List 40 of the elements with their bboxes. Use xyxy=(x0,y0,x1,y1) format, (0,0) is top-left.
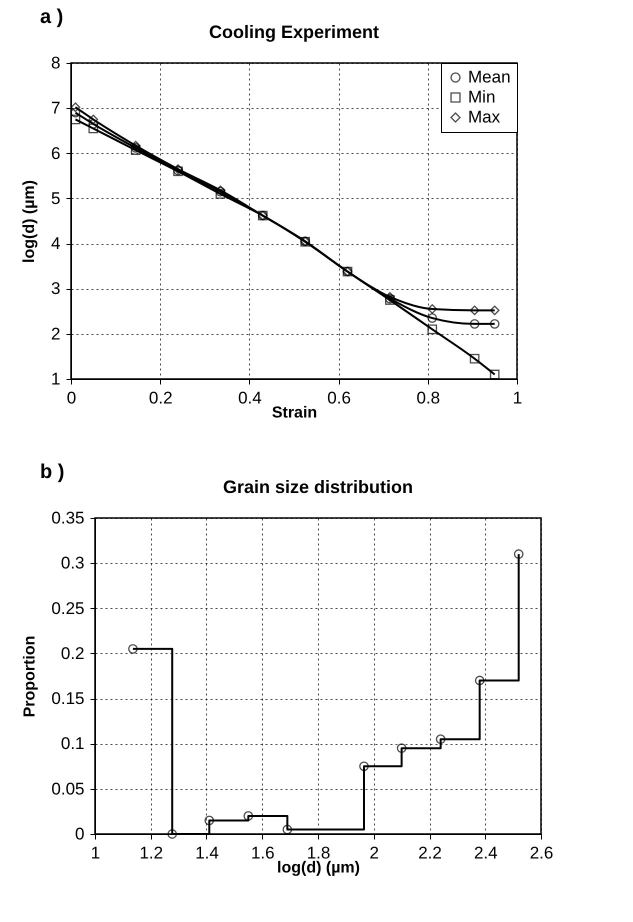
x-tick-label: 0.2 xyxy=(148,388,173,408)
y-tick-label: 3 xyxy=(51,279,60,298)
x-axis-title: Strain xyxy=(272,404,318,422)
y-tick-label: 0.1 xyxy=(60,734,84,754)
legend-label: Mean xyxy=(468,68,511,86)
y-tick-label: 0.15 xyxy=(51,689,84,708)
y-axis-title: log(d) (µm) xyxy=(21,180,38,263)
x-tick-label: 0.4 xyxy=(238,388,262,408)
chart-title: Cooling Experiment xyxy=(208,22,380,42)
x-tick-label: 2.4 xyxy=(474,844,498,862)
y-tick-label: 5 xyxy=(51,188,60,208)
y-tick-label: 0.3 xyxy=(60,554,84,573)
legend-label: Min xyxy=(468,88,496,106)
x-tick-label: 0.6 xyxy=(327,388,351,408)
chart-title: Grain size distribution xyxy=(222,477,414,497)
x-axis-title: log(d) (µm) xyxy=(277,860,360,876)
y-tick-label: 0.05 xyxy=(51,779,84,798)
x-tick-label: 1.4 xyxy=(195,844,219,862)
legend-label: Max xyxy=(468,108,501,126)
y-tick-label: 4 xyxy=(51,234,60,254)
y-tick-label: 1 xyxy=(51,370,60,388)
x-tick-label: 2.6 xyxy=(530,844,554,862)
x-tick-label: 2 xyxy=(370,844,379,862)
x-tick-label: 1.6 xyxy=(250,844,275,862)
x-tick-label: 2.2 xyxy=(418,844,442,862)
x-tick-label: 1 xyxy=(90,844,100,862)
y-tick-label: 2 xyxy=(51,324,60,344)
y-axis-title: Proportion xyxy=(21,636,38,718)
y-tick-label: 6 xyxy=(51,144,60,163)
y-tick-label: 8 xyxy=(51,54,60,72)
text: b ) xyxy=(40,461,64,484)
y-tick-label: 0 xyxy=(75,824,84,844)
text: a ) xyxy=(40,6,64,29)
y-tick-label: 7 xyxy=(51,98,60,118)
y-tick-label: 0.2 xyxy=(60,644,84,663)
x-tick-label: 1 xyxy=(512,388,522,408)
y-tick-label: 0.25 xyxy=(51,598,84,618)
y-tick-label: 0.35 xyxy=(51,508,84,528)
x-tick-label: 0.8 xyxy=(416,388,440,408)
x-tick-label: 1.2 xyxy=(139,844,164,862)
